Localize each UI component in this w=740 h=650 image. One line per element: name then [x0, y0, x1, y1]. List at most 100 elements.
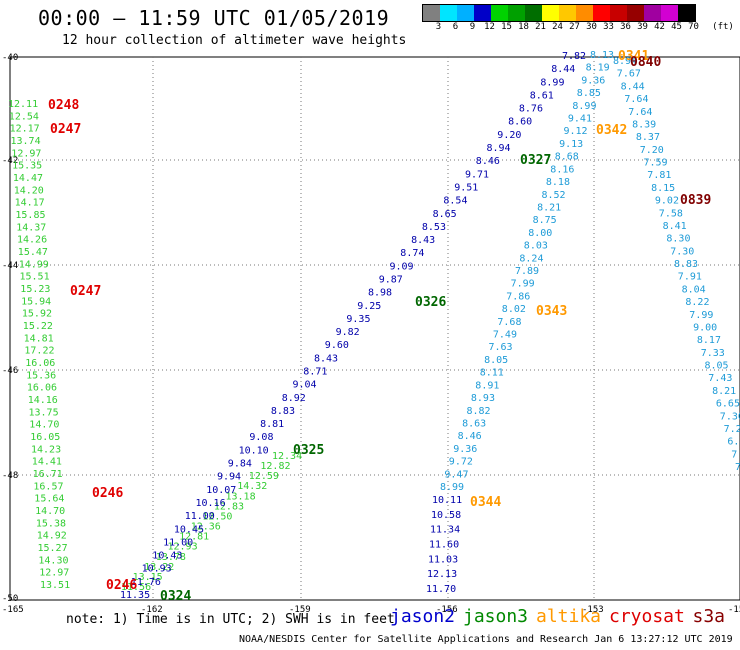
- wave-height-value: 8.85: [577, 88, 601, 99]
- wave-height-value: 9.36: [581, 75, 605, 86]
- wave-height-value: 8.21: [537, 203, 561, 214]
- wave-height-value: 8.13: [590, 50, 614, 61]
- wave-height-value: 8.71: [303, 367, 327, 378]
- pass-time-label: 0248: [48, 98, 79, 113]
- wave-height-value: 9.35: [346, 314, 370, 325]
- wave-height-value: 9.94: [217, 472, 241, 483]
- color-swatch: [576, 5, 593, 21]
- color-swatch: [457, 5, 474, 21]
- latitude-label: -50: [2, 594, 18, 604]
- color-scale-label: 36: [620, 22, 631, 32]
- wave-height-value: 8.76: [519, 104, 543, 115]
- wave-height-value: 8.91: [475, 380, 499, 391]
- wave-height-value: 11.35: [120, 590, 150, 601]
- wave-height-value: 12.59: [249, 471, 279, 482]
- color-swatch: [678, 5, 695, 21]
- wave-height-value: 15.35: [12, 161, 42, 172]
- wave-height-value: 8.02: [502, 304, 526, 315]
- wave-height-value: 11.00: [163, 537, 193, 548]
- wave-height-value: 14.70: [35, 506, 65, 517]
- wave-height-value: 8.22: [685, 297, 709, 308]
- color-scale-label: 24: [552, 22, 563, 32]
- pass-time-labels: 0248 0247 0247 0246 0246 0324 0325 0326 0327 0341…: [48, 49, 711, 604]
- color-swatch: [440, 5, 457, 21]
- wave-height-value: 7.30: [720, 411, 740, 422]
- wave-height-value: 12.97: [11, 148, 41, 159]
- color-scale-label: 33: [603, 22, 614, 32]
- wave-height-value: 7.99: [689, 310, 713, 321]
- wave-height-value: 7.20: [640, 145, 664, 156]
- color-scale-label: 6: [452, 22, 459, 32]
- footnote: note: 1) Time is in UTC; 2) SWH is in fe…: [66, 612, 395, 627]
- wave-height-value: 8.24: [519, 253, 543, 264]
- wave-height-value: 9.09: [390, 261, 414, 272]
- wave-height-value: 9.47: [444, 469, 468, 480]
- wave-height-value: 6.8: [727, 437, 740, 448]
- wave-height-value: 16.06: [27, 383, 57, 394]
- wave-height-value: 14.16: [28, 395, 58, 406]
- wave-height-value: 7.49: [493, 330, 517, 341]
- page-title: 00:00 – 11:59 UTC 01/05/2019: [38, 6, 390, 30]
- legend-entry-jason2: jason2: [390, 606, 456, 627]
- axis-ticks: -165 -162 -159 -156 -153 -150 -40 -42 -44 -46 -48 -…: [2, 53, 740, 615]
- wave-height-value: 8.15: [651, 183, 675, 194]
- color-swatch: [661, 5, 678, 21]
- wave-height-value: 11.60: [429, 540, 459, 551]
- wave-height-value: 8.61: [530, 90, 554, 101]
- wave-height-value: 13.15: [133, 572, 163, 583]
- wave-height-value: 8.93: [471, 393, 495, 404]
- longitude-label: -162: [141, 605, 163, 615]
- wave-height-value: 7.64: [628, 107, 652, 118]
- wave-height-value: 9.08: [249, 432, 273, 443]
- wave-height-value: 8.04: [682, 284, 706, 295]
- pass-time-label: 0247: [70, 284, 101, 299]
- wave-height-value: 8.82: [467, 406, 491, 417]
- wave-height-value: 10.10: [239, 445, 269, 456]
- wave-height-value: 9.36: [453, 444, 477, 455]
- wave-height-value: 9.00: [693, 322, 717, 333]
- wave-height-value: 8.05: [705, 361, 729, 372]
- wave-height-value: 7.86: [506, 291, 530, 302]
- wave-height-value: 7.91: [678, 272, 702, 283]
- wave-height-value: 15.51: [20, 272, 50, 283]
- wave-height-value: 9.51: [454, 183, 478, 194]
- pass-time-label: 0247: [50, 122, 81, 137]
- wave-height-value: 8.43: [314, 353, 338, 364]
- longitude-label: -156: [436, 605, 458, 615]
- wave-height-value: 8.44: [551, 64, 575, 75]
- wave-height-value: 13.22: [144, 562, 174, 573]
- wave-height-value: 8.46: [458, 431, 482, 442]
- wave-height-value: 8.98: [368, 288, 392, 299]
- wave-height-value: 8.05: [484, 355, 508, 366]
- wave-height-value: 16.06: [25, 358, 55, 369]
- wave-height-value: 8.52: [542, 190, 566, 201]
- wave-height-value: 8.19: [586, 63, 610, 74]
- wave-height-value: 14.20: [14, 185, 44, 196]
- wave-height-value: 15.94: [21, 296, 51, 307]
- wave-height-value: 12.11: [8, 99, 38, 110]
- wave-height-value: 15.64: [34, 494, 64, 505]
- wave-height-value: 8.11: [480, 368, 504, 379]
- color-scale-label: 70: [688, 22, 699, 32]
- wave-height-value: 9.02: [655, 196, 679, 207]
- color-swatch: [474, 5, 491, 21]
- wave-height-value: 8.46: [476, 156, 500, 167]
- wave-height-value: 8.53: [422, 222, 446, 233]
- wave-height-value: 7.68: [497, 317, 521, 328]
- longitude-label: -150: [728, 605, 740, 615]
- pass-time-label: 0327: [520, 153, 551, 168]
- longitude-label: -159: [289, 605, 311, 615]
- wave-height-value: 7.81: [647, 170, 671, 181]
- wave-height-value: 16.05: [30, 432, 60, 443]
- wave-height-value: 8.37: [636, 132, 660, 143]
- wave-height-value: 7.23: [724, 424, 740, 435]
- wave-height-value: 14.41: [32, 457, 62, 468]
- wave-height-value: 8.16: [550, 164, 574, 175]
- wave-height-value: 8.68: [555, 152, 579, 163]
- wave-height-value: 8.65: [433, 209, 457, 220]
- pass-time-label: 0839: [680, 193, 711, 208]
- wave-height-value: 12.17: [10, 124, 40, 135]
- color-scale-label: 21: [535, 22, 546, 32]
- wave-height-value: 14.47: [13, 173, 43, 184]
